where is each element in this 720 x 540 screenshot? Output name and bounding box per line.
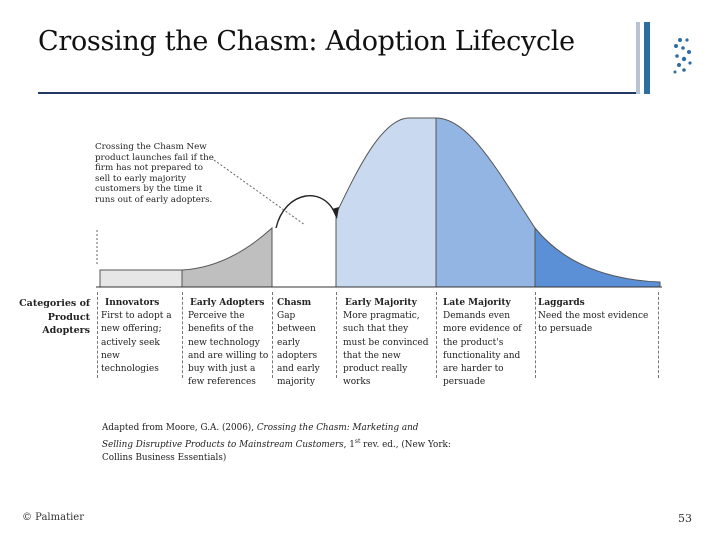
page-number: 53 (678, 512, 692, 525)
laggards-heading: Laggards (538, 298, 585, 308)
laggards-area (534, 226, 661, 288)
citation-prefix: Adapted from Moore, G.A. (2006), (102, 423, 257, 433)
source-citation: Adapted from Moore, G.A. (2006), Crossin… (102, 422, 452, 465)
early-adopters-column: Early Adopters Perceive the benefits of … (188, 297, 270, 389)
early-adopters-area (181, 226, 273, 288)
laggards-description: Need the most evidence to persuade (538, 311, 649, 335)
late-majority-heading: Late Majority (443, 298, 511, 308)
chasm-arrowhead (332, 207, 339, 219)
early-majority-area (335, 117, 437, 288)
accent-bar-dark (644, 22, 650, 94)
column-divider (272, 292, 273, 378)
column-divider (97, 292, 98, 378)
adoption-curve (96, 117, 662, 288)
copyright: © Palmatier (22, 512, 84, 523)
logo-icon (673, 38, 692, 74)
late-majority-description: Demands even more evidence of the produc… (443, 311, 522, 388)
chasm-column: Chasm Gap between early adopters and ear… (277, 297, 333, 389)
chasm-callout: Crossing the Chasm New product launches … (95, 142, 214, 205)
title-divider (38, 92, 636, 94)
innovators-area (99, 269, 183, 288)
late-majority-column: Late Majority Demands even more evidence… (443, 297, 531, 389)
late-majority-area (435, 117, 536, 288)
early-majority-heading: Early Majority (345, 298, 417, 308)
innovators-heading: Innovators (105, 298, 160, 308)
innovators-description: First to adopt a new offering; actively … (101, 311, 172, 375)
adopter-categories-label: Categories of Product Adopters (19, 298, 90, 336)
early-majority-description: More pragmatic, such that they must be c… (343, 311, 429, 388)
accent-bar-light (636, 22, 640, 94)
early-majority-column: Early Majority More pragmatic, such that… (343, 297, 433, 389)
citation-book-title: Crossing the Chasm: Marketing and Sellin… (102, 423, 419, 450)
early-adopters-heading: Early Adopters (190, 298, 265, 308)
column-divider (336, 292, 337, 378)
citation-suffix: rev. ed., (New York: Collins Business Es… (102, 439, 451, 463)
chasm-jump-arc (275, 195, 337, 229)
column-divider (182, 292, 183, 378)
innovators-column: Innovators First to adopt a new offering… (101, 297, 179, 376)
chasm-description: Gap between early adopters and early maj… (277, 311, 320, 388)
slide-title: Crossing the Chasm: Adoption Lifecycle (38, 26, 575, 57)
early-adopters-description: Perceive the benefits of the new technol… (188, 311, 269, 388)
callout-leader-right (213, 159, 306, 226)
chasm-heading: Chasm (277, 298, 312, 308)
column-divider (535, 292, 536, 378)
citation-edition-ordinal: st (354, 438, 361, 445)
column-divider (658, 292, 659, 378)
citation-edition: , 1 (343, 439, 355, 450)
column-divider (436, 292, 437, 378)
laggards-column: Laggards Need the most evidence to persu… (538, 297, 656, 337)
